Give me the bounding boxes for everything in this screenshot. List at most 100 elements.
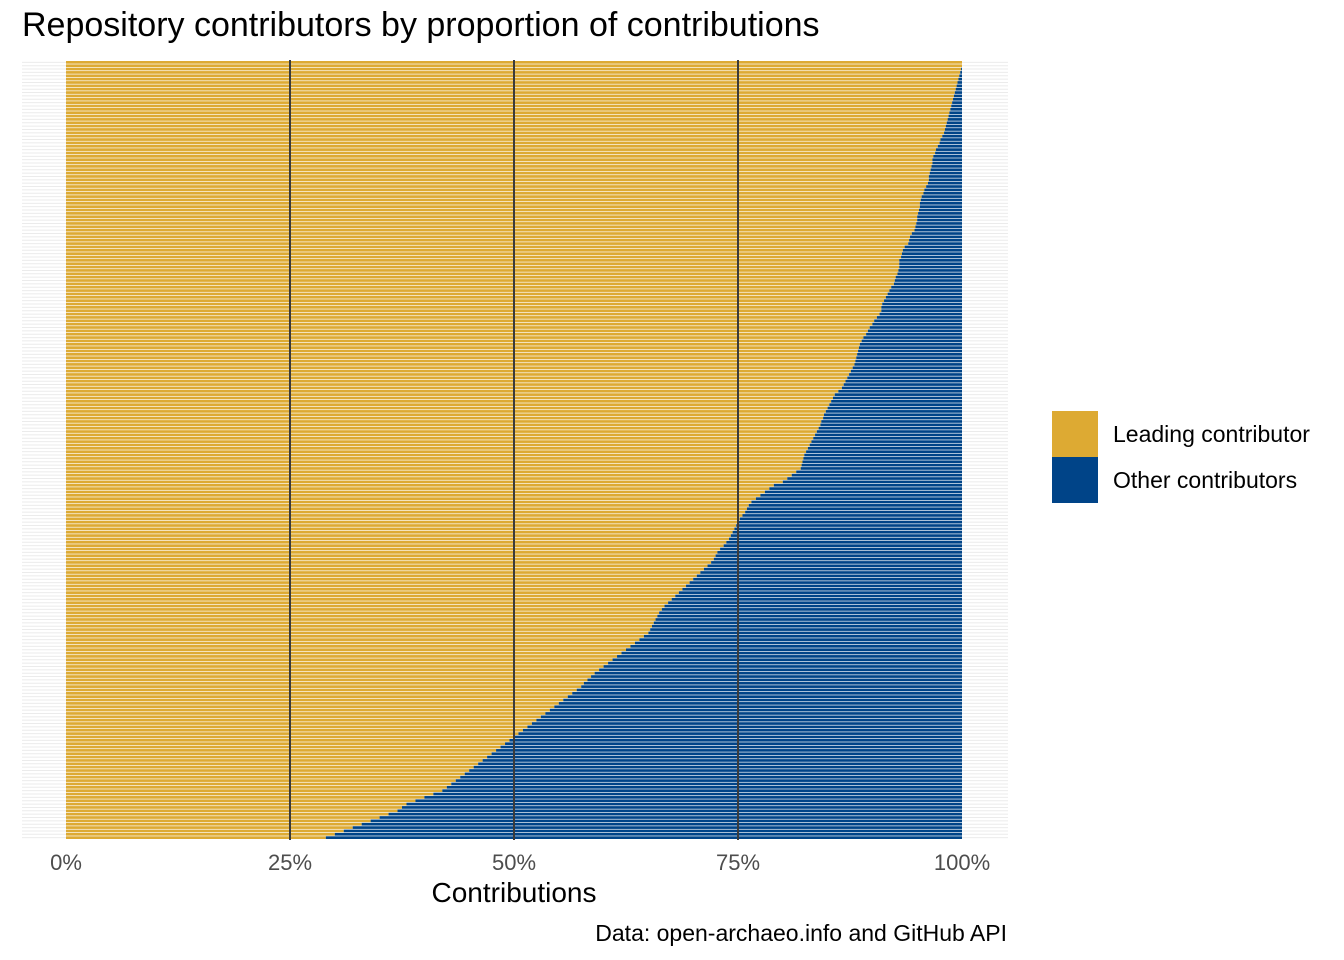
bar-leading (66, 259, 900, 262)
bar-other (755, 497, 962, 501)
bar-leading (66, 413, 825, 417)
bar-leading (66, 403, 830, 407)
bar-other (682, 587, 962, 591)
bar-other (764, 490, 962, 494)
bar-leading (66, 611, 660, 615)
bar-leading (66, 275, 896, 279)
bar-other (689, 581, 962, 584)
bar-leading (66, 483, 774, 487)
bar-leading (66, 624, 652, 628)
bar-leading (66, 118, 948, 121)
bar-leading (66, 87, 956, 91)
bar-leading (66, 165, 932, 168)
bar-other (581, 685, 962, 688)
bar-other (803, 457, 962, 460)
bar-leading (66, 574, 697, 578)
bar-leading (66, 292, 888, 296)
bar-leading (66, 128, 945, 131)
bar-other (831, 399, 962, 403)
x-tick-label: 100% (934, 850, 990, 875)
bar-other (881, 309, 962, 313)
bar-other (889, 289, 962, 292)
bar-other (707, 564, 962, 568)
bar-leading (66, 631, 649, 635)
bar-leading (66, 705, 555, 709)
bar-leading (66, 272, 898, 276)
bar-other (919, 205, 962, 209)
bar-other (478, 762, 962, 766)
bar-other (745, 510, 962, 514)
bar-other (929, 171, 962, 175)
bar-leading (66, 691, 573, 695)
bar-leading (66, 829, 344, 833)
legend-item-leading: Leading contributor (1052, 411, 1310, 457)
legend-swatch-other (1052, 457, 1098, 503)
bar-leading (66, 114, 949, 118)
bar-leading (66, 678, 588, 682)
bar-leading (66, 457, 804, 460)
bar-leading (66, 430, 817, 433)
bar-other (887, 292, 962, 296)
bar-other (703, 567, 962, 571)
bar-other (522, 728, 962, 732)
bar-leading (66, 671, 595, 675)
bar-leading (66, 265, 900, 269)
bar-other (723, 544, 962, 547)
bar-other (895, 275, 962, 279)
bar-leading (66, 138, 941, 141)
bar-other (651, 624, 962, 628)
bar-other (885, 295, 962, 299)
bar-other (841, 386, 962, 390)
bar-leading (66, 188, 925, 192)
bar-other (729, 537, 962, 541)
bar-leading (66, 685, 582, 688)
bar-other (659, 611, 962, 615)
bar-other (899, 259, 962, 262)
bar-other (591, 675, 962, 678)
bar-other (648, 631, 962, 635)
bar-leading (66, 725, 528, 729)
bar-other (696, 574, 962, 578)
bar-other (927, 181, 962, 185)
bar-other (446, 785, 962, 789)
bar-other (910, 235, 962, 239)
bar-other (686, 584, 962, 588)
bar-other (961, 67, 962, 71)
bar-other (945, 124, 962, 128)
bar-leading (66, 168, 931, 172)
bar-other (361, 822, 962, 826)
bar-leading (66, 319, 875, 323)
bar-other (960, 71, 962, 74)
bar-other (869, 326, 962, 329)
x-tick-label: 75% (716, 850, 760, 875)
bar-other (933, 154, 962, 158)
bar-leading (66, 708, 550, 712)
bar-leading (66, 399, 832, 403)
bars (66, 61, 963, 839)
bar-leading (66, 775, 461, 779)
bar-leading (66, 406, 828, 410)
x-tick-label: 50% (492, 850, 536, 875)
bar-other (917, 215, 962, 219)
bar-leading (66, 228, 915, 232)
bar-other (540, 715, 962, 719)
bar-leading (66, 547, 721, 551)
bar-other (742, 514, 962, 517)
bar-leading (66, 111, 950, 115)
bar-other (845, 379, 962, 383)
bar-leading (66, 94, 954, 98)
bar-other (944, 131, 962, 135)
bar-other (926, 185, 962, 188)
bar-leading (66, 332, 867, 336)
bar-other (823, 416, 962, 420)
bar-other (460, 775, 962, 779)
bar-leading (66, 658, 613, 662)
bar-leading (66, 507, 747, 511)
bar-leading (66, 302, 883, 306)
bar-leading (66, 460, 803, 464)
bar-leading (66, 282, 894, 286)
bar-other (858, 346, 962, 349)
bar-leading (66, 215, 918, 219)
bar-other (857, 353, 962, 356)
bar-leading (66, 517, 740, 521)
